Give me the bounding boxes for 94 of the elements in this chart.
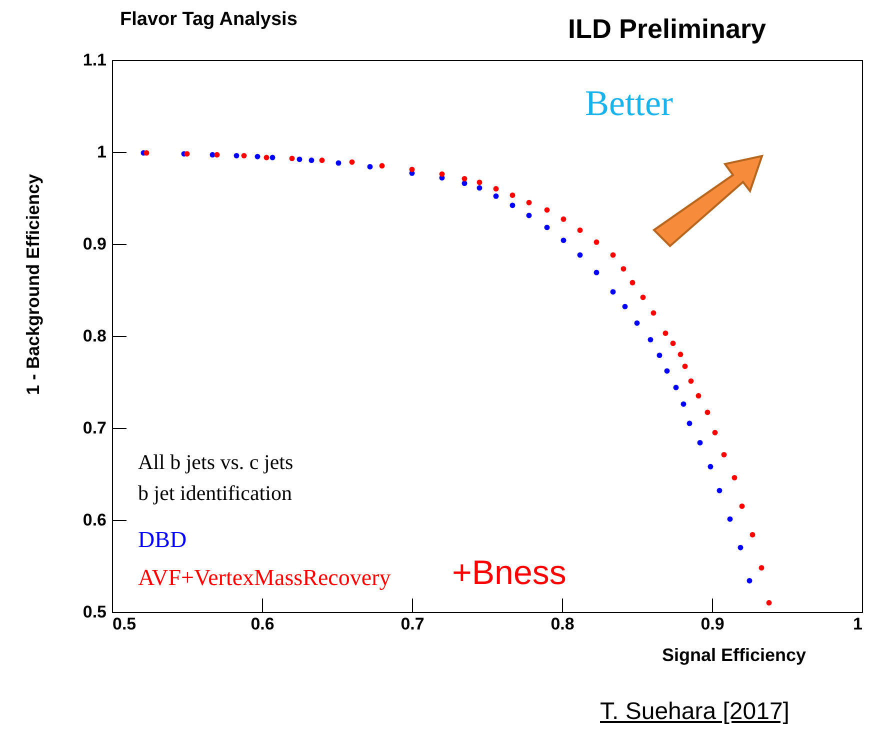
point	[673, 384, 679, 390]
x-tick-label: 0.5	[112, 614, 136, 634]
point	[254, 154, 260, 160]
point	[308, 158, 314, 164]
point	[686, 420, 692, 426]
point	[210, 152, 216, 158]
annotation: All b jets vs. c jets	[138, 450, 294, 474]
point	[264, 154, 270, 160]
y-tick-label: 0.9	[82, 234, 106, 254]
y-tick-label: 0.6	[82, 510, 106, 530]
point	[697, 440, 703, 446]
point	[738, 544, 744, 550]
point	[758, 565, 764, 571]
point	[319, 158, 325, 164]
point	[367, 164, 373, 170]
annotation: +Bness	[452, 554, 566, 592]
x-tick-label: 0.9	[700, 614, 724, 634]
point	[712, 430, 718, 436]
point	[739, 503, 745, 509]
point	[296, 156, 302, 162]
point	[577, 227, 583, 233]
point	[640, 294, 646, 300]
chart-subtitle: ILD Preliminary	[568, 14, 766, 44]
point	[544, 224, 550, 230]
point	[750, 532, 756, 538]
point	[708, 464, 714, 470]
point	[462, 176, 468, 182]
point	[721, 452, 727, 458]
point	[144, 150, 150, 156]
point	[746, 578, 752, 584]
point	[544, 207, 550, 213]
y-tick-label: 0.8	[82, 326, 106, 346]
point	[682, 364, 688, 370]
y-tick-label: 0.7	[82, 418, 106, 438]
point	[409, 166, 415, 172]
point	[766, 600, 772, 606]
point	[493, 186, 499, 192]
point	[510, 192, 516, 198]
point	[379, 163, 385, 169]
point	[688, 378, 694, 384]
point	[577, 252, 583, 258]
point	[610, 289, 616, 295]
point	[560, 216, 566, 222]
point	[678, 352, 684, 358]
point	[716, 488, 722, 494]
point	[650, 310, 656, 316]
point	[662, 330, 668, 336]
point	[656, 352, 662, 358]
x-tick-label: 0.7	[400, 614, 424, 634]
point	[526, 200, 532, 206]
point	[560, 238, 566, 244]
point	[594, 239, 600, 245]
point	[270, 154, 276, 160]
chart-title: Flavor Tag Analysis	[120, 9, 298, 30]
y-axis-title: 1 - Background Efficiency	[23, 174, 43, 395]
x-tick-label: 0.6	[250, 614, 274, 634]
point	[620, 266, 626, 272]
point	[214, 152, 220, 158]
point	[476, 180, 482, 186]
point	[510, 202, 516, 208]
annotation: b jet identification	[138, 481, 292, 505]
point	[349, 159, 355, 165]
point	[727, 516, 733, 522]
x-tick-label: 1	[853, 614, 862, 634]
point	[680, 401, 686, 407]
point	[184, 151, 190, 157]
y-tick-label: 1.1	[82, 50, 106, 70]
point	[241, 152, 247, 158]
point	[439, 171, 445, 177]
point	[336, 160, 342, 166]
text: T. Suehara [2017]	[600, 698, 790, 725]
point	[610, 252, 616, 258]
point	[732, 474, 738, 480]
point	[526, 212, 532, 218]
annotation: Better	[585, 83, 673, 123]
point	[289, 156, 295, 162]
point	[704, 410, 710, 416]
text: DBD	[138, 527, 187, 552]
y-tick-label: 0.5	[82, 602, 106, 622]
x-axis-title: Signal Efficiency	[662, 645, 806, 665]
point	[234, 152, 240, 158]
point	[670, 340, 676, 346]
y-tick-label: 1	[97, 142, 106, 162]
text: AVF+VertexMassRecovery	[138, 565, 391, 590]
point	[634, 320, 640, 326]
point	[594, 270, 600, 276]
point	[622, 304, 628, 310]
point	[696, 393, 702, 399]
point	[630, 280, 636, 286]
point	[476, 185, 482, 191]
point	[648, 336, 654, 342]
x-tick-label: 0.8	[550, 614, 574, 634]
point	[493, 193, 499, 199]
point	[664, 368, 670, 374]
